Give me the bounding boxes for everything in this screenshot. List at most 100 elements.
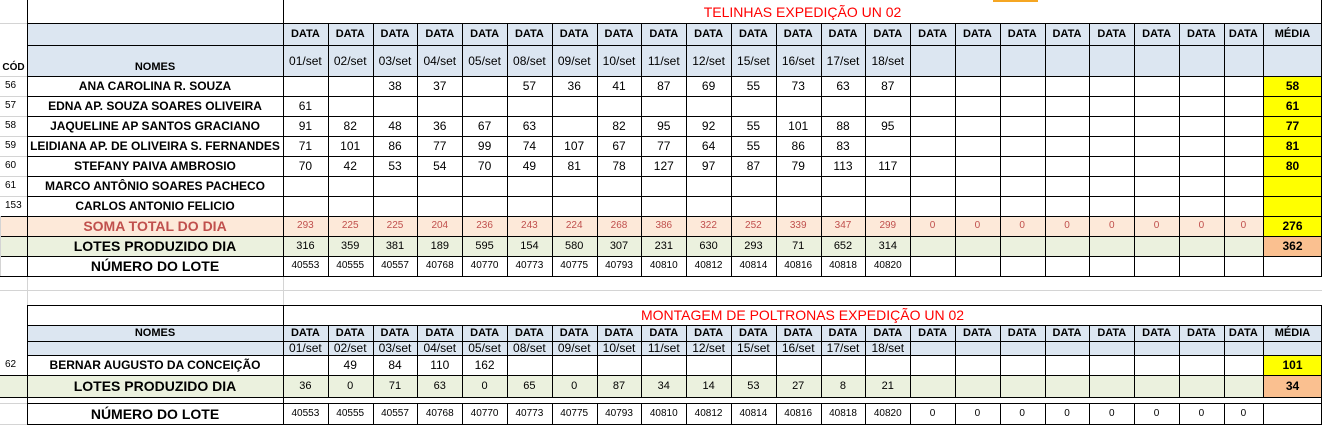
grid-line [328,325,329,397]
value-cell: 88 [836,119,850,133]
lotes-cell: 359 [341,239,360,252]
grid-line [0,76,27,77]
value-cell [641,355,686,375]
grid-line [552,403,553,424]
media-cell: 58 [1285,79,1300,93]
value-cell: 36 [567,79,581,93]
numero-cell: 40773 [515,260,544,271]
date-header: 08/set [513,341,546,355]
value-cell [462,176,507,196]
selection-indicator [993,0,1038,2]
numero-cell: 40793 [605,260,633,271]
date-header: 15/set [737,53,770,68]
grid-line [283,276,284,305]
lotes-cell: 0 [481,379,488,392]
lotes-cell: 154 [520,239,539,252]
value-cell: 36 [433,119,447,133]
numero-cell: 40557 [381,407,409,419]
value-cell: 54 [433,159,447,173]
grid-line [0,424,27,425]
value-cell: 37 [433,79,447,93]
column-header: DATA [604,27,634,40]
value-cell [552,116,597,136]
value-cell [865,196,910,216]
soma-cell: 0 [1198,220,1205,231]
grid-line [0,116,27,117]
value-cell [865,355,910,375]
column-header: DATA [1142,326,1172,339]
grid-line [27,76,1322,77]
grid-line [27,325,1322,326]
value-cell: 97 [701,159,716,173]
grid-line [27,136,1322,137]
column-header: DATA [738,326,768,339]
value-cell: 84 [388,358,402,372]
lotes-cell: 381 [385,239,405,252]
column-header: DATA [1007,326,1037,339]
value-cell: 107 [564,139,585,153]
grid-line [0,236,27,237]
grid-line [686,23,687,276]
grid-line [865,23,866,276]
value-cell [417,96,462,116]
numero-cell: 40770 [470,260,499,271]
numero-cell: 40768 [425,407,454,419]
lotes-cell: 0 [347,379,354,392]
value-cell [373,196,418,216]
grid-line [27,375,1322,376]
grid-line [731,23,732,276]
media-cell: 61 [1285,99,1300,113]
grid-line [641,325,642,397]
value-cell [283,196,328,216]
numero-label: NÚMERO DO LOTE [90,258,220,274]
grid-line [1045,325,1046,397]
value-cell: 67 [477,119,492,133]
grid-line [0,216,27,217]
column-header: DATA [783,27,813,40]
value-cell [328,96,373,116]
column-header: DATA [1186,326,1216,339]
value-cell [417,176,462,196]
column-header: DATA [1186,27,1216,40]
date-header: 18/set [871,341,905,355]
column-header: DATA [828,326,858,339]
cell-fill [27,325,283,355]
lotes-cell: 580 [565,239,584,252]
value-cell: 70 [477,159,492,173]
column-header: DATA [873,27,903,40]
value-cell [731,96,776,116]
value-cell: 162 [474,358,495,372]
cod-cell: 56 [5,80,17,91]
value-cell [507,196,552,216]
soma-media: 276 [1282,219,1303,233]
column-header: DATA [1228,27,1258,40]
grid-line [955,325,956,397]
numero-cell: 40820 [873,260,902,271]
grid-line [0,216,1,276]
grid-line [1224,403,1225,424]
column-header: DATA [649,27,679,40]
value-cell: 74 [522,139,537,153]
cell-fill [1263,76,1322,216]
grid-line [27,0,28,276]
soma-cell: 236 [476,220,493,231]
value-cell [776,196,821,216]
grid-line [283,325,284,397]
employee-name: MARCO ANTÔNIO SOARES PACHECO [44,179,265,193]
grid-line [1000,403,1001,424]
grid-line [1045,23,1046,276]
grid-line [27,397,1322,398]
cell-fill [1263,236,1322,256]
grid-line [1134,403,1135,424]
numero-cell: 40555 [336,260,365,271]
numero-cell: 0 [929,407,936,419]
column-header: DATA [290,326,320,339]
grid-line [1179,23,1180,276]
media-cell: 81 [1285,139,1300,153]
value-cell [328,196,373,216]
cod-cell: 61 [5,180,17,191]
employee-name: EDNA AP. SOUZA SOARES OLIVEIRA [48,99,262,113]
value-cell: 77 [433,139,447,153]
grid-line [821,403,822,424]
value-cell [731,176,776,196]
